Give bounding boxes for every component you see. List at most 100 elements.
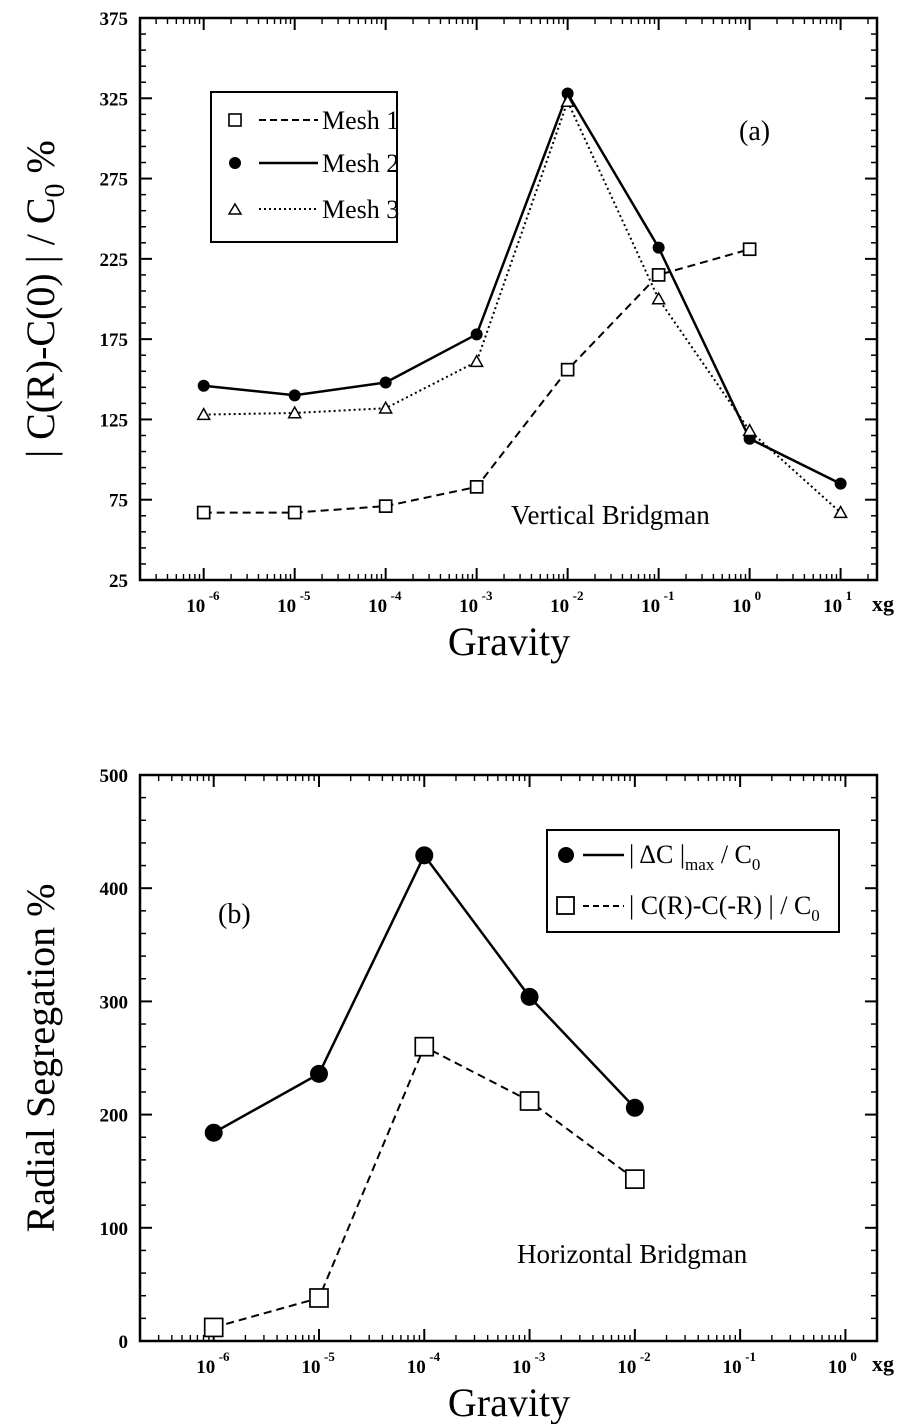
y-tick-label: 200 (100, 1106, 129, 1127)
x-tick-base: 10 (196, 1357, 215, 1378)
x-tick-base: 10 (301, 1357, 320, 1378)
data-point-series-1 (560, 362, 575, 377)
panel-a-y-axis-title-group: | C(R)-C(0) | / C0 % (18, 140, 71, 458)
data-point-series-2 (470, 328, 483, 341)
panel-a-y-axis: 25 75 125 175 225 275 325 375 (100, 9, 877, 592)
x-tick-exponent: 0 (850, 1349, 857, 1364)
x-tick-label: 10 -6 (196, 1349, 230, 1378)
panel-a-data-points (196, 87, 848, 520)
data-point-series-2 (288, 389, 301, 402)
data-point-series-1 (469, 480, 484, 494)
y-tick-label: 225 (100, 250, 129, 271)
x-tick-label: 10 1 (823, 588, 852, 617)
x-tick-exponent: 1 (846, 588, 853, 603)
data-point-series-2 (203, 1317, 224, 1338)
y-tick-label: 300 (100, 992, 129, 1013)
panel-a-plot-frame (138, 16, 879, 582)
y-tick-label: 375 (100, 9, 129, 30)
x-tick-label: 100 (828, 1349, 857, 1378)
x-tick-exponent: -1 (745, 1349, 756, 1364)
panel-b-plot-frame (138, 773, 879, 1343)
y-tick-label: 125 (100, 410, 129, 431)
x-tick-label: 10 -4 (368, 588, 402, 617)
x-tick-exponent: -2 (573, 588, 584, 603)
panel-a-legend: Mesh 1 Mesh 2 Mesh 3 (210, 91, 399, 243)
x-tick-exponent: -5 (300, 588, 311, 603)
data-point-series-2 (414, 1036, 435, 1057)
x-tick-base: 10 (723, 1357, 742, 1378)
data-point-series-3 (196, 407, 211, 421)
panel-a-x-axis-title: Gravity (448, 619, 570, 664)
x-tick-exponent: -4 (391, 588, 402, 603)
panel-a-x-axis: 10 -6 10 -5 10 -4 10 -3 10 -2 10 -1 10 0 10 1 (139, 18, 869, 617)
x-tick-base: 10 (459, 596, 478, 617)
legend-label-mesh-2: Mesh 2 (322, 149, 399, 178)
panel-a-label: (a) (739, 116, 770, 147)
series-line-2 (203, 90, 842, 485)
y-tick-label: 500 (100, 766, 129, 787)
data-point-series-2 (379, 376, 392, 389)
data-point-series-2 (561, 87, 574, 100)
panel-a-x-unit: xg (872, 591, 894, 616)
y-tick-label: 75 (109, 491, 128, 512)
x-tick-label: 10 -5 (277, 588, 311, 617)
x-tick-base: 10 (732, 596, 751, 617)
panel-b-y-axis-title-group: Radial Segregation % (18, 884, 63, 1233)
x-tick-label: 10 -3 (459, 588, 493, 617)
series-line-3 (203, 98, 842, 514)
x-tick-label: 10 -2 (550, 588, 583, 617)
legend-label-mesh-3: Mesh 3 (322, 195, 399, 224)
panel-b-annotation: Horizontal Bridgman (517, 1239, 748, 1269)
x-tick-exponent: -3 (482, 588, 493, 603)
x-tick-exponent: -2 (640, 1349, 651, 1364)
data-point-series-3 (651, 291, 666, 305)
x-tick-base: 10 (823, 596, 842, 617)
y-tick-label: 275 (100, 170, 129, 191)
y-tick-label: 175 (100, 330, 129, 351)
x-tick-base: 10 (641, 596, 660, 617)
panel-b-y-axis: 0 100 200 300 400 500 (100, 766, 877, 1353)
legend-marker-open-square (556, 896, 575, 915)
panel-a-annotation: Vertical Bridgman (511, 500, 710, 530)
x-tick-label: 10 -3 (512, 1349, 546, 1378)
x-tick-exponent: -6 (209, 588, 220, 603)
data-point-series-1 (287, 505, 302, 520)
x-tick-exponent: -6 (219, 1349, 230, 1364)
x-tick-exponent: -4 (429, 1349, 440, 1364)
series-line-1 (203, 248, 750, 514)
panel-a-legend-box (210, 91, 398, 243)
x-tick-exponent: -3 (535, 1349, 546, 1364)
data-point-series-3 (287, 405, 302, 419)
y-tick-label: 325 (100, 89, 129, 110)
panel-b-legend-box (546, 829, 840, 933)
data-point-series-1 (742, 242, 757, 257)
y-tick-label: 400 (100, 879, 129, 900)
legend-marker-open-triangle (227, 202, 243, 215)
data-point-series-3 (469, 354, 484, 368)
panel-b-x-unit: xg (872, 1351, 894, 1376)
data-point-series-1 (378, 499, 393, 513)
data-point-series-3 (833, 505, 848, 519)
y-tick-label: 0 (119, 1332, 129, 1353)
data-point-series-1 (651, 268, 666, 282)
data-point-series-1 (204, 1123, 223, 1142)
x-tick-base: 10 (368, 596, 387, 617)
panel-b-legend: | ΔC |max / C0 | C(R)-C(-R) | / C0 (546, 829, 840, 933)
panel-b-x-axis-title: Gravity (448, 1380, 570, 1424)
x-tick-label: 10 -1 (641, 588, 674, 617)
data-point-series-2 (652, 241, 665, 254)
data-point-series-2 (309, 1288, 329, 1308)
data-point-series-3 (378, 400, 393, 414)
legend-marker-filled-circle (558, 847, 574, 863)
panel-b-y-axis-title: Radial Segregation % (18, 884, 63, 1233)
x-tick-base: 10 (277, 596, 296, 617)
data-point-series-1 (520, 987, 539, 1006)
x-tick-base: 10 (617, 1357, 636, 1378)
x-tick-exponent: -5 (324, 1349, 335, 1364)
panel-b-label: (b) (218, 899, 251, 930)
x-tick-base: 10 (550, 596, 569, 617)
legend-marker-filled-circle (229, 157, 241, 169)
